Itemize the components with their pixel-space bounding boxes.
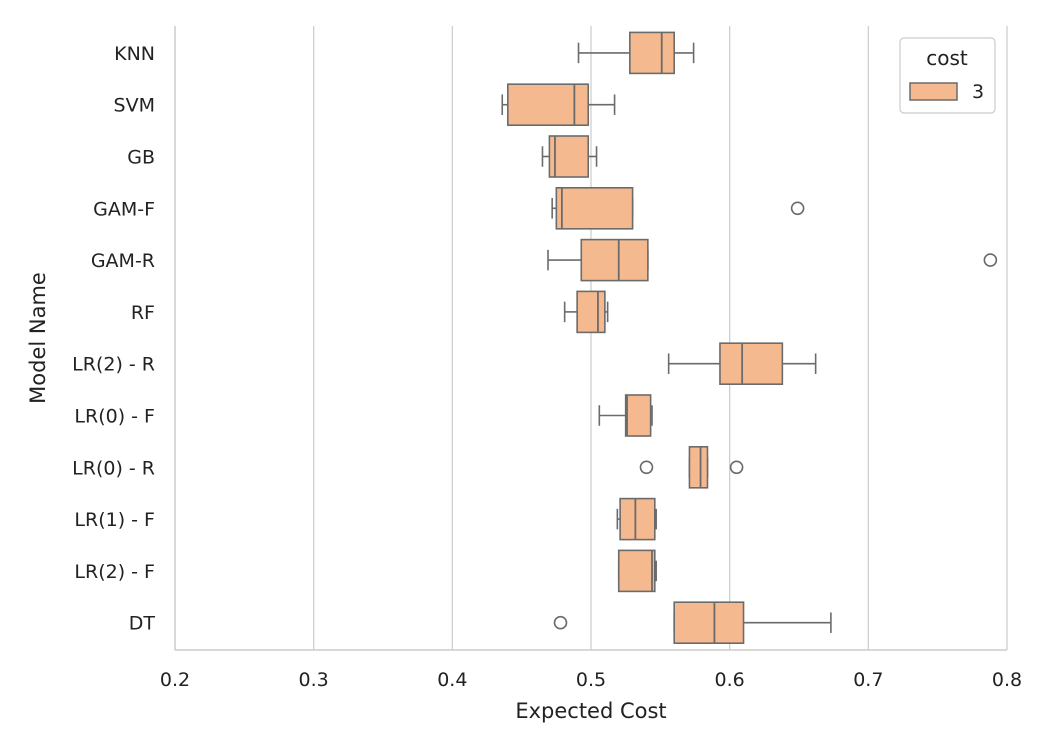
box-iqr	[580, 238, 649, 282]
box-iqr	[617, 549, 656, 593]
tick-labels: 0.2 0.3 0.4 0.5 0.6 0.7 0.8 KNN SVM GB GAM-F GAM-R R…	[72, 43, 1022, 691]
y-tick-label: SVM	[114, 95, 155, 117]
box-iqr	[506, 83, 590, 126]
box-group	[551, 187, 805, 230]
box-iqr	[629, 31, 675, 75]
y-tick-label: DT	[129, 613, 156, 635]
box-group	[577, 31, 695, 75]
grid-lines	[313, 26, 1008, 650]
y-tick-label: KNN	[114, 43, 155, 65]
y-tick-label: GAM-F	[93, 198, 155, 220]
box-group	[598, 394, 653, 437]
legend: cost 3	[899, 37, 996, 114]
box-group	[617, 549, 657, 593]
outlier-point	[729, 460, 744, 475]
y-tick-label: GB	[127, 147, 155, 169]
boxes	[501, 31, 998, 645]
x-tick-label: 0.6	[715, 669, 745, 691]
box-group	[563, 290, 609, 334]
legend-swatch	[909, 82, 958, 101]
box-group	[616, 497, 657, 541]
outlier-point	[639, 460, 654, 475]
box-group	[541, 135, 598, 178]
box-group	[553, 601, 832, 645]
x-axis-label: Expected Cost	[515, 699, 666, 723]
y-tick-label: LR(1) - F	[74, 509, 155, 531]
box-iqr	[576, 290, 606, 334]
x-tick-label: 0.5	[576, 669, 606, 691]
box-iqr	[555, 187, 634, 230]
box-iqr	[719, 342, 784, 386]
x-tick-label: 0.8	[992, 669, 1022, 691]
x-tick-label: 0.4	[437, 669, 467, 691]
x-tick-label: 0.2	[160, 669, 190, 691]
y-axis-label: Model Name	[26, 272, 50, 404]
y-tick-label: LR(0) - F	[74, 406, 155, 428]
legend-title: cost	[926, 46, 968, 70]
y-tick-label: GAM-R	[91, 250, 155, 272]
box-iqr	[673, 601, 745, 645]
outlier-point	[790, 201, 805, 216]
box-group	[667, 342, 817, 386]
box-iqr	[688, 445, 709, 489]
x-tick-label: 0.3	[299, 669, 329, 691]
box-iqr	[624, 394, 652, 437]
x-tick-label: 0.7	[853, 669, 883, 691]
outlier-point	[983, 253, 998, 267]
axes	[174, 26, 1007, 651]
box-group	[639, 445, 744, 489]
y-tick-label: LR(2) - R	[72, 354, 155, 376]
y-tick-label: LR(0) - R	[72, 457, 155, 479]
box-iqr	[548, 135, 590, 178]
box-group	[547, 238, 998, 282]
box-group	[501, 83, 616, 126]
box-iqr	[619, 497, 656, 541]
outlier-point	[553, 615, 568, 630]
y-tick-label: RF	[131, 302, 155, 324]
legend-entry-label: 3	[972, 81, 984, 103]
y-tick-label: LR(2) - F	[74, 561, 155, 583]
